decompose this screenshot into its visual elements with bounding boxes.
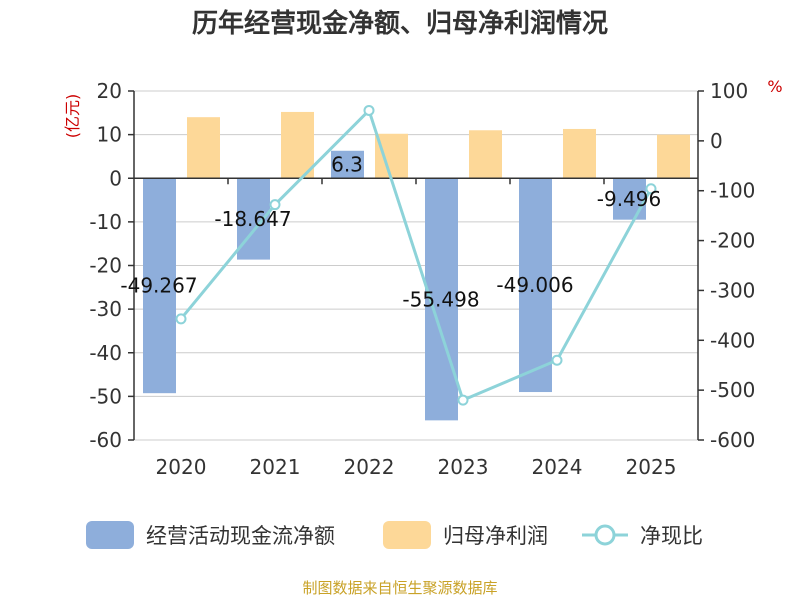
grid-lines: [134, 90, 698, 441]
x-tick-label: 2020: [156, 455, 207, 479]
ratio-point: [363, 104, 375, 116]
legend-swatch-cash-flow: [86, 521, 134, 549]
ratio-point: [269, 199, 281, 211]
right-tick-label: -600: [710, 428, 755, 452]
left-tick-labels: 20 10 0 -10 -20 -30 -40 -50 -60: [89, 79, 122, 452]
legend-label-cash-flow: 经营活动现金流净额: [146, 524, 335, 548]
ratio-line-path: [179, 107, 653, 403]
legend-swatch-net-profit: [383, 521, 431, 549]
cash-flow-bar: [331, 150, 364, 179]
legend-item-cash-flow[interactable]: 经营活动现金流净额: [86, 521, 335, 549]
x-tick-label: 2021: [250, 455, 301, 479]
left-tick-label: -40: [89, 341, 122, 365]
left-tick-label: 10: [97, 123, 122, 147]
x-tick-label: 2023: [438, 455, 489, 479]
net-profit-bar: [563, 128, 596, 179]
right-tick-label: -200: [710, 229, 755, 253]
legend-item-ratio[interactable]: 净现比: [582, 524, 703, 548]
data-labels: -49.267 -18.647 6.3 -55.498 -49.006 -9.496: [120, 153, 661, 312]
chart-title: 历年经营现金净额、归母净利润情况: [192, 8, 608, 39]
source-note: 制图数据来自恒生聚源数据库: [302, 579, 497, 597]
cash-flow-bar: [143, 178, 176, 394]
cash-flow-bar: [613, 178, 646, 220]
right-tick-label: 100: [710, 79, 748, 103]
cash-flow-data-label: -18.647: [214, 207, 291, 231]
legend-label-ratio: 净现比: [640, 524, 703, 548]
left-axis-unit: (亿元): [63, 94, 82, 139]
legend: 经营活动现金流净额 归母净利润 净现比: [86, 521, 703, 549]
ratio-point: [457, 394, 469, 406]
net-profit-bar: [657, 134, 690, 179]
ratio-line: [175, 104, 657, 406]
x-tick-label: 2025: [626, 455, 677, 479]
net-profit-bars: [187, 111, 690, 179]
cash-flow-data-label: -9.496: [597, 187, 661, 211]
x-tick-label: 2024: [532, 455, 583, 479]
left-tick-label: 20: [97, 79, 122, 103]
ratio-point: [175, 313, 187, 325]
legend-label-net-profit: 归母净利润: [443, 524, 548, 548]
right-tick-label: -500: [710, 378, 755, 402]
left-tick-label: -20: [89, 254, 122, 278]
legend-item-net-profit[interactable]: 归母净利润: [383, 521, 548, 549]
left-tick-label: -30: [89, 297, 122, 321]
cash-flow-data-label: -49.267: [120, 274, 197, 298]
left-tick-label: -60: [89, 428, 122, 452]
net-profit-bar: [187, 117, 220, 179]
net-profit-bar: [281, 111, 314, 179]
cash-flow-bar: [519, 178, 552, 393]
cash-flow-data-label: -49.006: [496, 273, 573, 297]
x-tick-labels: 2020 2021 2022 2023 2024 2025: [156, 455, 677, 479]
right-tick-label: 0: [710, 129, 723, 153]
axes: [128, 90, 704, 441]
left-tick-label: 0: [109, 166, 122, 190]
x-tick-label: 2022: [344, 455, 395, 479]
cash-flow-data-label: 6.3: [331, 153, 363, 177]
right-tick-labels: 100 0 -100 -200 -300 -400 -500 -600: [710, 79, 755, 452]
cash-flow-data-label: -55.498: [402, 287, 479, 311]
right-tick-label: -400: [710, 328, 755, 352]
left-tick-label: -10: [89, 210, 122, 234]
legend-swatch-ratio-marker: [594, 524, 616, 546]
ratio-point: [645, 183, 657, 195]
right-tick-label: -100: [710, 179, 755, 203]
cash-flow-bars: [143, 150, 646, 421]
left-tick-label: -50: [89, 384, 122, 408]
right-tick-label: -300: [710, 278, 755, 302]
ratio-point: [551, 354, 563, 366]
net-profit-bar: [469, 130, 502, 179]
right-axis-unit: %: [767, 77, 782, 96]
